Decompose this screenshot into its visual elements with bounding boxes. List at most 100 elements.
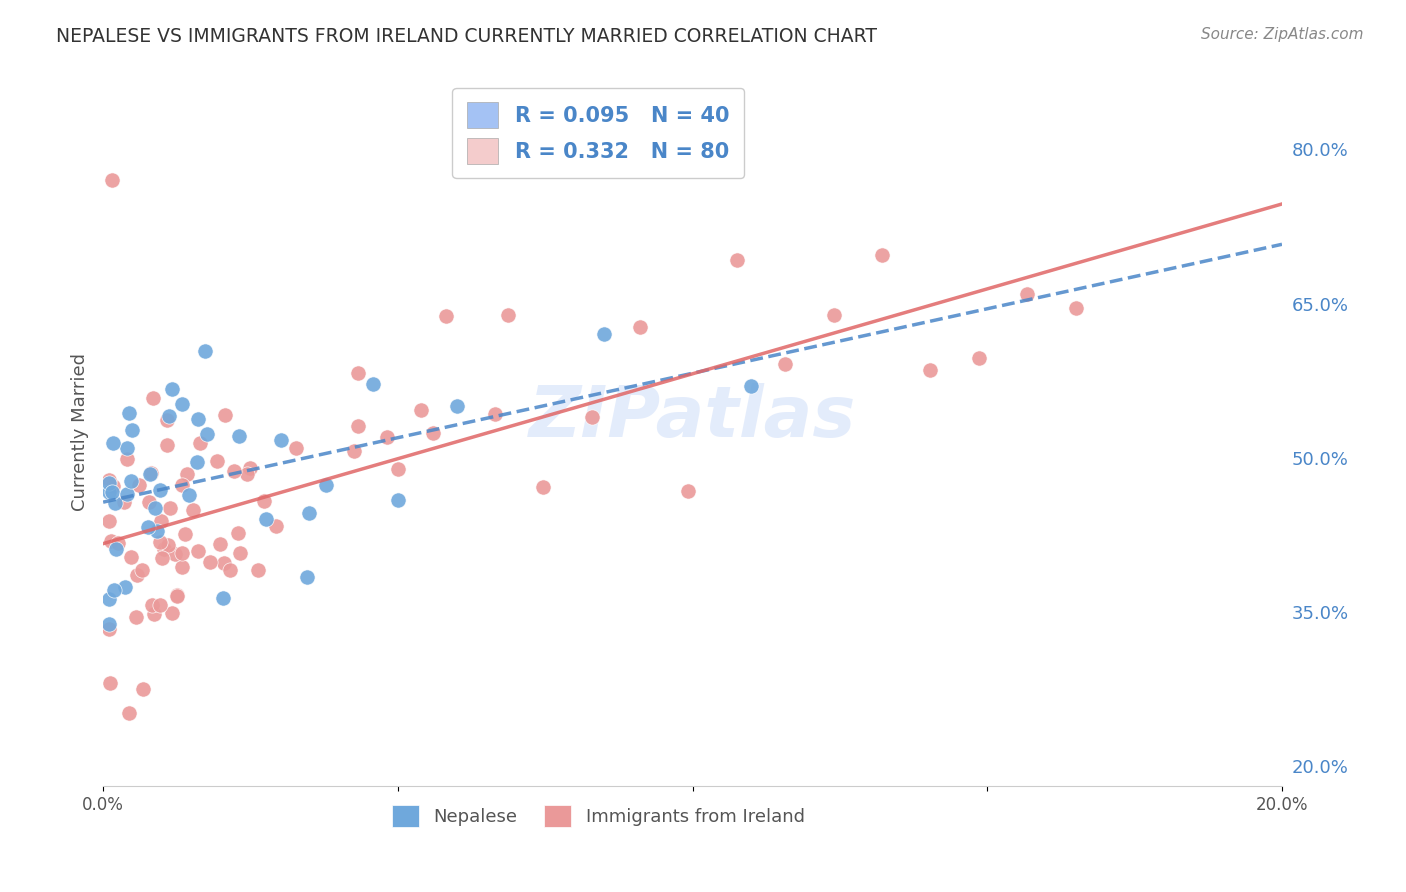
Point: [422, 425, 444, 440]
Point: [740, 379, 762, 393]
Point: [387, 492, 409, 507]
Point: [101, 484, 124, 499]
Point: [411, 403, 433, 417]
Point: [132, 681, 155, 696]
Point: [315, 477, 337, 491]
Legend: Nepalese, Immigrants from Ireland: Nepalese, Immigrants from Ireland: [384, 797, 813, 834]
Point: [170, 546, 193, 560]
Point: [120, 550, 142, 565]
Point: [209, 536, 232, 550]
Point: [187, 412, 209, 426]
Point: [1064, 301, 1087, 315]
Point: [628, 320, 651, 334]
Point: [361, 377, 384, 392]
Point: [247, 563, 270, 577]
Point: [153, 542, 176, 557]
Point: [773, 357, 796, 371]
Point: [120, 474, 142, 488]
Point: [131, 563, 153, 577]
Point: [190, 436, 212, 450]
Point: [157, 538, 180, 552]
Point: [176, 467, 198, 481]
Point: [239, 461, 262, 475]
Point: [531, 480, 554, 494]
Point: [347, 419, 370, 434]
Point: [139, 467, 162, 482]
Point: [218, 563, 240, 577]
Text: NEPALESE VS IMMIGRANTS FROM IRELAND CURRENTLY MARRIED CORRELATION CHART: NEPALESE VS IMMIGRANTS FROM IRELAND CURR…: [56, 27, 877, 45]
Point: [177, 488, 200, 502]
Point: [235, 467, 257, 482]
Point: [98, 591, 121, 606]
Point: [104, 542, 127, 557]
Point: [127, 568, 149, 582]
Point: [725, 252, 748, 267]
Point: [149, 483, 172, 497]
Point: [346, 366, 368, 380]
Point: [98, 474, 121, 488]
Point: [157, 409, 180, 424]
Point: [678, 483, 700, 498]
Point: [104, 496, 127, 510]
Point: [117, 706, 139, 720]
Point: [434, 309, 457, 323]
Point: [125, 610, 148, 624]
Point: [117, 487, 139, 501]
Point: [114, 580, 136, 594]
Point: [156, 412, 179, 426]
Text: ZIPatlas: ZIPatlas: [529, 384, 856, 452]
Point: [150, 550, 173, 565]
Point: [264, 518, 287, 533]
Point: [194, 343, 217, 358]
Point: [170, 397, 193, 411]
Point: [205, 454, 228, 468]
Point: [228, 429, 250, 443]
Point: [967, 351, 990, 366]
Point: [212, 557, 235, 571]
Point: [149, 599, 172, 613]
Point: [107, 536, 129, 550]
Point: [128, 477, 150, 491]
Point: [115, 442, 138, 456]
Point: [166, 590, 188, 604]
Point: [224, 464, 246, 478]
Point: [186, 455, 208, 469]
Point: [143, 607, 166, 621]
Point: [256, 512, 278, 526]
Point: [198, 555, 221, 569]
Point: [214, 408, 236, 422]
Point: [170, 560, 193, 574]
Y-axis label: Currently Married: Currently Married: [72, 353, 89, 511]
Point: [484, 407, 506, 421]
Point: [285, 441, 308, 455]
Point: [118, 406, 141, 420]
Point: [141, 466, 163, 480]
Point: [375, 429, 398, 443]
Point: [162, 382, 184, 396]
Point: [138, 494, 160, 508]
Point: [121, 423, 143, 437]
Point: [170, 478, 193, 492]
Point: [253, 494, 276, 508]
Point: [195, 426, 218, 441]
Point: [117, 451, 139, 466]
Point: [98, 476, 121, 491]
Point: [146, 524, 169, 538]
Point: [136, 520, 159, 534]
Point: [98, 616, 121, 631]
Point: [100, 173, 122, 187]
Point: [226, 526, 249, 541]
Point: [159, 500, 181, 515]
Point: [100, 533, 122, 548]
Point: [920, 363, 942, 377]
Point: [143, 501, 166, 516]
Point: [103, 479, 125, 493]
Point: [496, 308, 519, 322]
Point: [98, 623, 121, 637]
Point: [446, 399, 468, 413]
Point: [166, 588, 188, 602]
Point: [581, 409, 603, 424]
Point: [98, 484, 121, 499]
Point: [187, 544, 209, 558]
Point: [174, 527, 197, 541]
